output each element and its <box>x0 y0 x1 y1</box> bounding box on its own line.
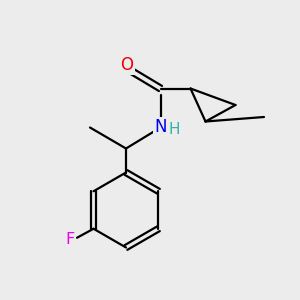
Text: F: F <box>66 232 75 247</box>
Text: H: H <box>168 122 180 136</box>
Text: N: N <box>154 118 167 136</box>
Text: O: O <box>120 56 134 74</box>
